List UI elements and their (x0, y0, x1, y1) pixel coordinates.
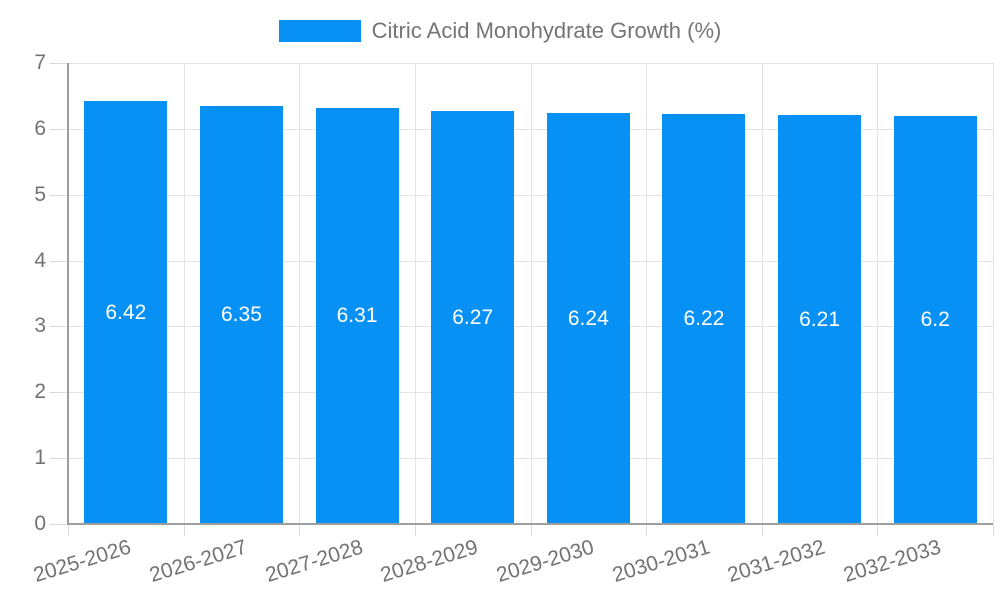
x-tick-label: 2029-2030 (493, 535, 597, 587)
x-axis-tick (414, 524, 416, 536)
bar-value-label: 6.31 (336, 304, 378, 328)
bar-value-label: 6.2 (920, 307, 950, 331)
bar[interactable] (315, 108, 399, 524)
y-tick-label: 5 (34, 182, 46, 206)
y-tick-label: 0 (34, 512, 46, 535)
bar-value-label: 6.21 (799, 307, 840, 331)
x-tick-label: 2026-2027 (146, 535, 250, 587)
y-axis-tick (50, 194, 68, 196)
bar[interactable] (431, 111, 515, 524)
gridline-vertical (761, 63, 763, 524)
x-tick-label: 2027-2028 (262, 535, 366, 587)
y-tick-label: 2 (34, 380, 46, 404)
x-axis-line (67, 523, 993, 525)
bar-value-label: 6.27 (452, 305, 494, 329)
y-tick-label: 1 (34, 446, 46, 470)
y-tick-label: 3 (34, 314, 46, 338)
y-axis-tick (50, 128, 68, 130)
x-axis-tick (183, 524, 185, 536)
x-tick-label: 2030-2031 (609, 535, 713, 587)
x-axis-tick (299, 524, 301, 536)
x-axis-tick (68, 524, 69, 536)
y-axis-tick (50, 392, 68, 394)
bar[interactable] (84, 101, 168, 524)
y-axis-tick (50, 260, 68, 262)
y-axis-tick (50, 63, 68, 64)
y-tick-label: 7 (34, 51, 46, 74)
x-tick-label: 2032-2033 (840, 535, 944, 587)
gridline-vertical (877, 63, 879, 524)
y-tick-label: 4 (34, 248, 46, 272)
bar[interactable] (893, 115, 977, 524)
gridline-vertical (530, 63, 532, 524)
y-axis-line (67, 63, 69, 524)
x-axis-tick (993, 524, 994, 536)
bar[interactable] (546, 113, 630, 524)
x-axis-tick (761, 524, 763, 536)
x-axis-tick (877, 524, 879, 536)
y-tick-label: 6 (34, 116, 46, 140)
bar[interactable] (662, 114, 746, 524)
legend-swatch (278, 20, 361, 42)
bar-value-label: 6.24 (567, 306, 609, 330)
x-tick-label: 2028-2029 (378, 535, 481, 587)
bar[interactable] (199, 105, 283, 524)
legend-label: Citric Acid Monohydrate Growth (%) (371, 18, 722, 43)
gridline-vertical (299, 63, 301, 524)
x-axis-tick (646, 524, 648, 536)
bar-value-label: 6.42 (105, 300, 147, 324)
bar-value-label: 6.35 (221, 302, 262, 326)
gridline-vertical (646, 63, 648, 524)
y-axis-tick (50, 458, 68, 460)
gridline-vertical (993, 63, 994, 524)
y-axis-tick (50, 326, 68, 328)
gridline-vertical (414, 63, 416, 524)
y-axis-tick (50, 524, 68, 525)
bar[interactable] (778, 115, 862, 524)
chart-legend[interactable]: Citric Acid Monohydrate Growth (%) (0, 18, 1000, 44)
bar-value-label: 6.22 (683, 307, 725, 331)
x-tick-label: 2025-2026 (31, 535, 135, 587)
x-axis-tick (530, 524, 532, 536)
gridline-vertical (183, 63, 185, 524)
x-tick-label: 2031-2032 (725, 535, 828, 587)
